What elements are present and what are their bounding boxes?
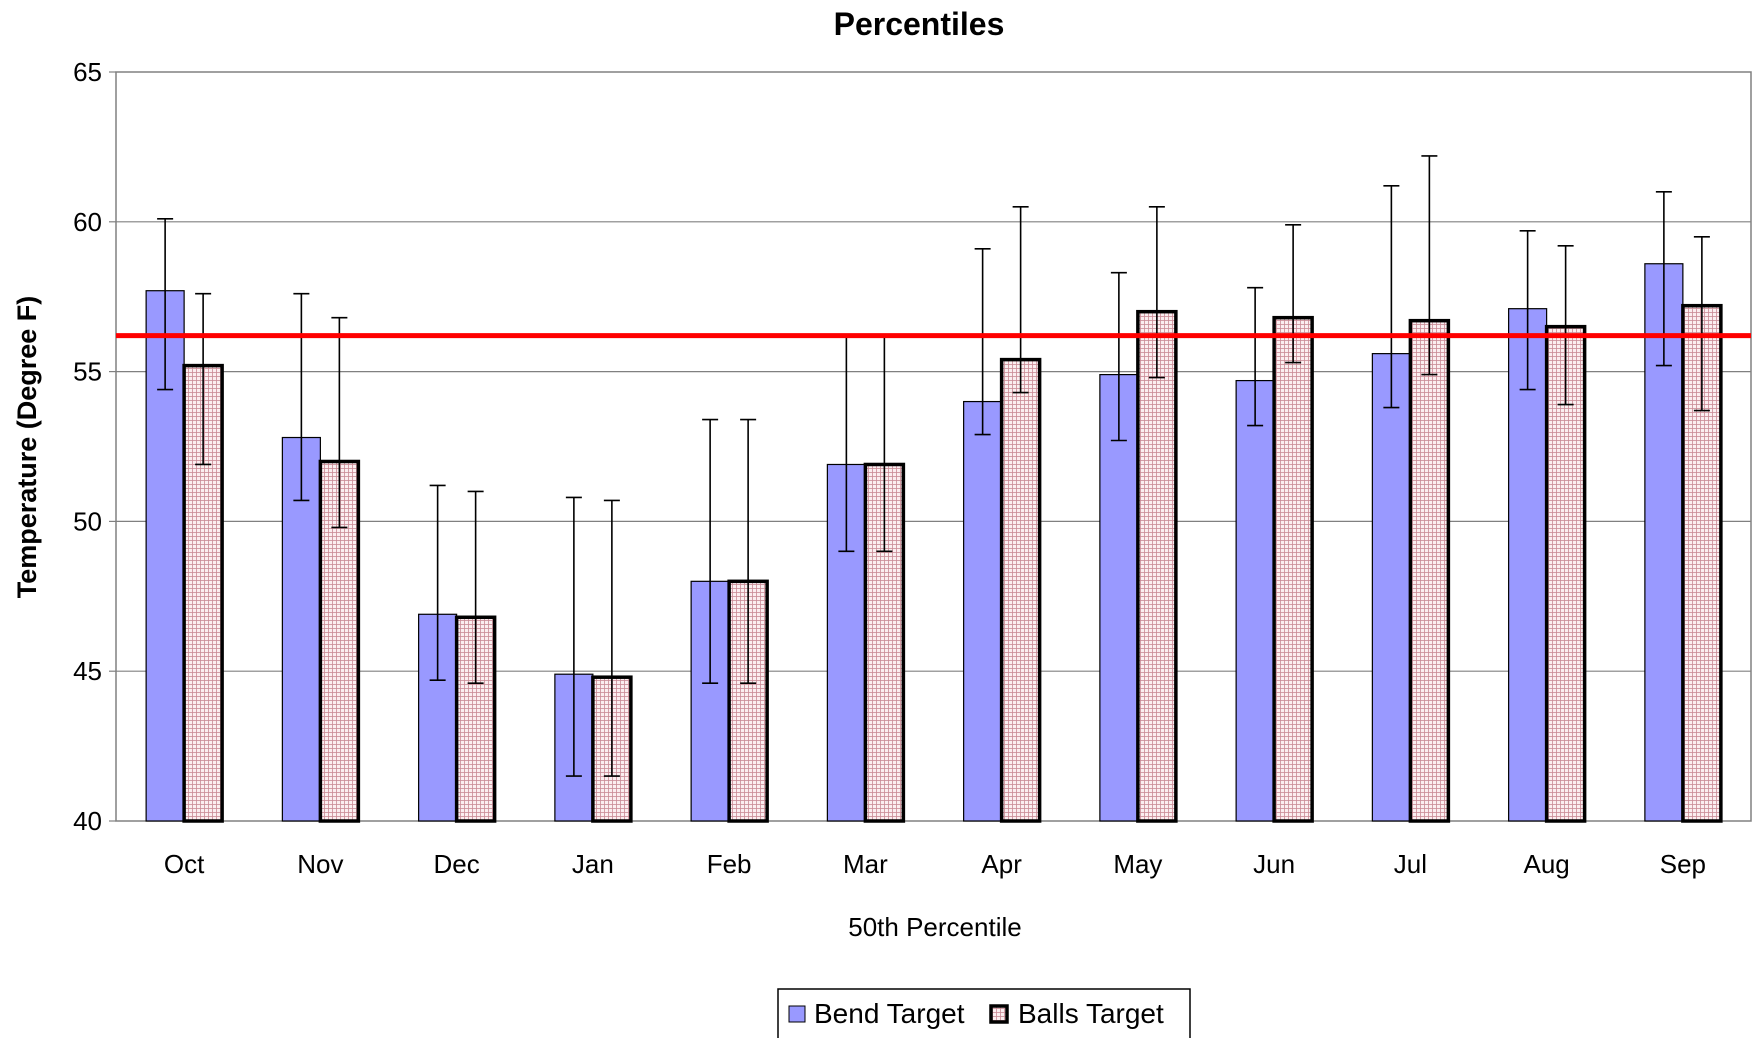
y-tick-label: 65 — [73, 57, 102, 87]
x-tick-label-apr: Apr — [981, 849, 1022, 879]
bar-bend-target-aug — [1508, 308, 1548, 822]
y-axis-title: Temperature (Degree F) — [12, 296, 42, 599]
x-axis-ticks: Oct Nov Dec Jan Feb Mar Apr May Jun Jul Aug Sep — [164, 849, 1706, 879]
y-tick-label: 55 — [73, 357, 102, 387]
y-tick-label: 60 — [73, 207, 102, 237]
x-tick-label-sep: Sep — [1660, 849, 1706, 879]
gridlines — [116, 221, 1751, 672]
x-tick-label-nov: Nov — [297, 849, 343, 879]
legend-label-balls-target: Balls Target — [1018, 998, 1164, 1029]
chart-title: Percentiles — [834, 6, 1005, 42]
bar-bend-target-may — [1099, 373, 1139, 822]
bars — [145, 263, 1723, 823]
x-axis-title: 50th Percentile — [848, 912, 1021, 942]
bar-balls-target-jul — [1408, 318, 1451, 823]
x-tick-label-mar: Mar — [843, 849, 888, 879]
x-tick-label-jul: Jul — [1394, 849, 1427, 879]
y-tick-label: 45 — [73, 656, 102, 686]
error-bars — [157, 155, 1710, 777]
bar-bend-target-jun — [1235, 379, 1275, 822]
bar-bend-target-jul — [1371, 353, 1411, 822]
x-tick-label-dec: Dec — [434, 849, 480, 879]
legend-swatch-balls-target — [989, 1004, 1009, 1024]
x-tick-label-feb: Feb — [707, 849, 752, 879]
bar-bend-target-apr — [963, 400, 1003, 822]
plot-area — [115, 71, 1752, 822]
x-tick-label-jun: Jun — [1253, 849, 1295, 879]
bar-balls-target-feb — [727, 579, 769, 823]
legend-swatch-bend-target — [788, 1005, 806, 1023]
y-tick-label: 50 — [73, 506, 102, 536]
legend-label-bend-target: Bend Target — [814, 998, 965, 1029]
x-tick-label-may: May — [1113, 849, 1162, 879]
bar-balls-target-jun — [1272, 315, 1314, 823]
legend-box — [777, 988, 1191, 1038]
x-tick-label-aug: Aug — [1523, 849, 1569, 879]
bar-bend-target-nov — [281, 436, 321, 822]
y-tick-label: 40 — [73, 806, 102, 836]
x-tick-label-oct: Oct — [164, 849, 205, 879]
bar-balls-target-may — [1136, 309, 1178, 823]
bar-balls-target-apr — [999, 357, 1042, 823]
x-tick-label-jan: Jan — [572, 849, 614, 879]
legend: Bend Target Balls Target — [777, 988, 1191, 1038]
y-axis-ticks: 40 45 50 55 60 65 — [73, 57, 116, 836]
